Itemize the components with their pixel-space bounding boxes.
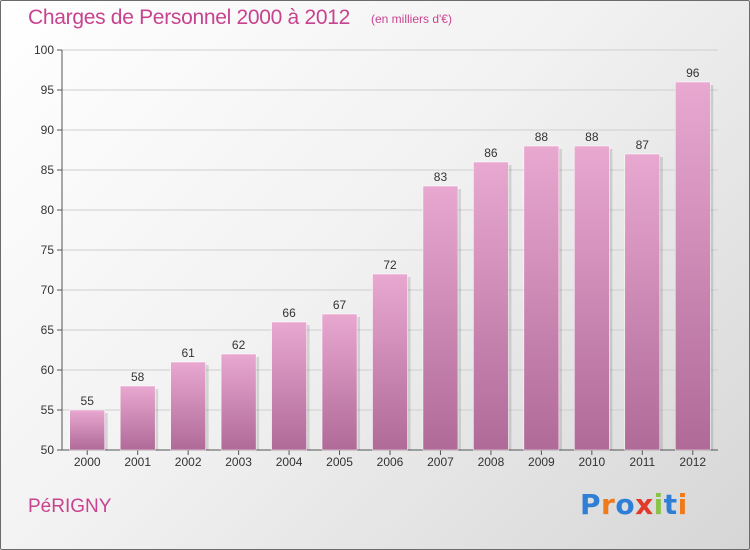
data-label: 88 <box>585 130 599 144</box>
y-tick-label: 60 <box>41 363 55 377</box>
x-tick-label: 2009 <box>528 455 555 469</box>
bar-2005 <box>321 313 358 451</box>
x-tick-label: 2005 <box>326 455 353 469</box>
x-tick-label: 2008 <box>478 455 505 469</box>
logo-letter: P <box>580 488 602 521</box>
data-labels: 55 58 61 62 66 67 72 83 86 88 88 87 96 <box>81 66 700 408</box>
data-label: 61 <box>181 346 195 360</box>
proxiti-logo: Proxiti <box>580 488 688 521</box>
x-tick-label: 2007 <box>427 455 454 469</box>
data-label: 96 <box>686 66 700 80</box>
logo-letter: i <box>653 488 664 521</box>
x-tick-label: 2011 <box>629 455 655 469</box>
x-tick-label: 2010 <box>578 455 605 469</box>
bar-2007 <box>422 185 459 451</box>
bar-2000 <box>69 409 105 451</box>
y-tick-label: 80 <box>41 203 55 217</box>
bar-2012 <box>675 81 711 451</box>
tick-labels: 50 55 60 65 70 75 80 85 90 95 100 2000 2001 2002 2003 2… <box>34 43 706 469</box>
data-label: 83 <box>434 170 448 184</box>
data-label: 66 <box>282 306 296 320</box>
bar-2004 <box>271 321 307 451</box>
data-label: 55 <box>81 394 95 408</box>
y-tick-label: 75 <box>41 243 55 257</box>
bar-2011 <box>624 153 661 451</box>
y-tick-label: 100 <box>34 43 54 57</box>
bar-2002 <box>170 361 206 451</box>
logo-letter: x <box>635 488 654 521</box>
bar-2001 <box>119 385 156 451</box>
x-tick-label: 2000 <box>74 455 101 469</box>
y-tick-label: 70 <box>41 283 55 297</box>
bars <box>69 81 714 451</box>
data-label: 62 <box>232 338 246 352</box>
y-tick-label: 55 <box>41 403 55 417</box>
y-tick-label: 90 <box>41 123 55 137</box>
bar-2009 <box>523 145 560 451</box>
bar-2008 <box>473 161 509 451</box>
data-label: 87 <box>636 138 650 152</box>
bar-2006 <box>372 273 408 451</box>
bar-2003 <box>220 353 257 451</box>
bar-2010 <box>574 145 610 451</box>
data-label: 86 <box>484 146 498 160</box>
logo-letter: r <box>601 488 616 521</box>
x-tick-label: 2006 <box>377 455 404 469</box>
x-tick-label: 2004 <box>276 455 303 469</box>
y-tick-label: 85 <box>41 163 55 177</box>
chart-title: Charges de Personnel 2000 à 2012 <box>28 6 350 29</box>
x-tick-label: 2002 <box>175 455 202 469</box>
logo-letter: o <box>615 488 636 521</box>
place-name: PéRIGNY <box>28 496 112 517</box>
y-tick-label: 50 <box>41 443 55 457</box>
chart-subtitle: (en milliers d'€) <box>371 12 452 26</box>
x-tick-label: 2001 <box>124 455 151 469</box>
x-tick-label: 2003 <box>225 455 252 469</box>
logo-letter: t <box>663 488 678 521</box>
data-label: 72 <box>383 258 397 272</box>
data-label: 88 <box>535 130 549 144</box>
y-tick-label: 95 <box>41 83 55 97</box>
logo-letter: i <box>677 488 688 521</box>
data-label: 67 <box>333 298 347 312</box>
y-tick-label: 65 <box>41 323 55 337</box>
x-tick-label: 2012 <box>679 455 706 469</box>
data-label: 58 <box>131 370 145 384</box>
